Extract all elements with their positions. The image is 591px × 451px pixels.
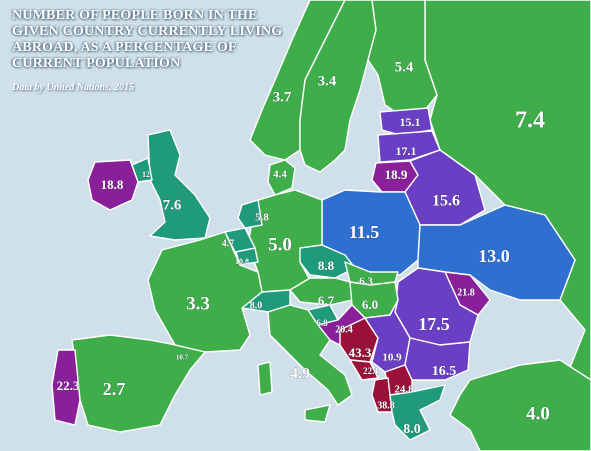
label-sweden: 3.4 <box>318 73 337 89</box>
label-austria: 6.7 <box>318 293 335 308</box>
label-spain: 2.7 <box>103 379 126 399</box>
label-croatia: 20.4 <box>335 324 353 335</box>
label-serbia: 10.9 <box>382 352 402 364</box>
label-poland: 11.5 <box>349 222 380 242</box>
label-france: 3.3 <box>186 293 210 314</box>
label-belgium: 4.7 <box>222 238 235 249</box>
region-italy <box>267 304 353 406</box>
label-bulgaria: 16.5 <box>432 364 457 379</box>
label-turkey: 4.0 <box>526 403 550 424</box>
region-czechia <box>299 244 356 279</box>
label-northern-ireland: 12 <box>142 170 150 179</box>
value-labels: 3.7 3.4 5.4 7.4 15.1 17.1 18.9 18.8 12 7.6 4.4 5.8 4… <box>56 59 550 438</box>
label-andorra: 10.7 <box>176 354 189 362</box>
label-slovakia: 6.3 <box>359 276 373 288</box>
label-russia: 7.4 <box>515 108 545 134</box>
label-italy: 4.9 <box>290 366 310 383</box>
label-lithuania: 18.9 <box>385 167 408 182</box>
label-czechia: 8.8 <box>318 258 335 273</box>
label-norway: 3.7 <box>273 89 292 105</box>
map-title: NUMBER OF PEOPLE BORN IN THE GIVEN COUNT… <box>12 8 283 71</box>
label-ireland: 18.8 <box>101 177 124 192</box>
region-ireland <box>87 159 139 211</box>
label-latvia: 17.1 <box>396 144 417 158</box>
label-belarus: 15.6 <box>432 193 460 210</box>
region-denmark <box>267 159 296 196</box>
region-sardinia <box>257 361 273 396</box>
region-sicily <box>304 404 331 423</box>
region-greece <box>389 384 446 441</box>
region-netherlands <box>237 199 263 229</box>
label-denmark: 4.4 <box>273 169 287 181</box>
map-source: Data by United Nations, 2015 <box>12 82 134 93</box>
label-greece: 8.0 <box>403 422 421 437</box>
label-moldova: 21.8 <box>457 287 475 298</box>
region-montenegro <box>349 359 379 381</box>
label-portugal: 22.3 <box>57 378 80 393</box>
region-turkey <box>449 359 591 451</box>
label-montenegro: 22.1 <box>363 366 379 376</box>
label-estonia: 15.1 <box>400 115 421 129</box>
label-hungary: 6.0 <box>362 297 378 312</box>
label-finland: 5.4 <box>395 59 414 75</box>
region-portugal <box>51 349 81 426</box>
region-france <box>147 231 263 353</box>
label-ukraine: 13.0 <box>478 246 510 266</box>
label-slovenia: 6.8 <box>316 318 328 328</box>
region-uk <box>147 129 211 241</box>
label-luxembourg: 10.8 <box>235 257 249 266</box>
label-romania: 17.5 <box>418 314 450 334</box>
label-germany: 5.0 <box>268 234 292 255</box>
label-uk: 7.6 <box>163 197 182 213</box>
label-macedonia: 24.8 <box>394 384 414 396</box>
label-switzerland: 8.0 <box>250 300 263 311</box>
label-albania: 38.8 <box>377 400 395 411</box>
label-netherlands: 5.8 <box>255 212 269 224</box>
label-bosnia: 43.3 <box>349 345 372 360</box>
